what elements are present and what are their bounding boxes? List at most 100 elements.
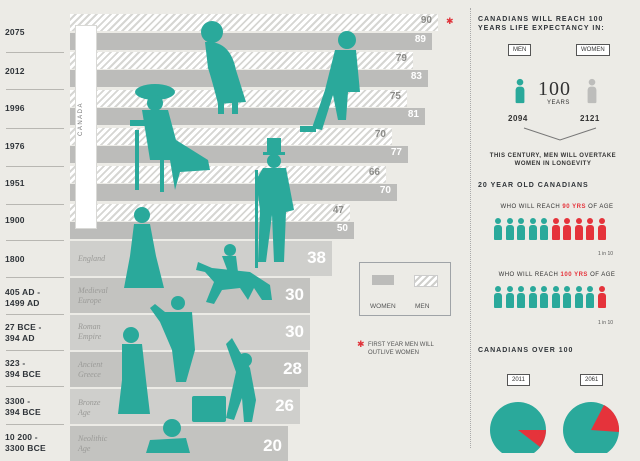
bar-value: 30 [285,322,304,341]
region-label: Neolithic Age [78,434,108,453]
era-label: 1900 [5,215,25,225]
person-icon [517,218,525,240]
legend: WOMEN MEN [359,262,451,316]
regency-woman-silhouette [124,207,164,288]
connector-icon [523,127,597,141]
elderly-man-silhouette [300,31,360,132]
man-icon [515,78,525,104]
bar-value: 38 [307,248,326,267]
person-icon [586,286,594,308]
person-icon [528,218,537,240]
bar-value: 26 [275,396,294,415]
person-icon [551,286,560,308]
era-label: 1976 [5,141,25,151]
bar-men: 90 [70,14,438,31]
bar-value: 30 [285,285,304,304]
era-label: 405 AD - 1499 AD [5,287,41,308]
divider [6,350,64,351]
person-icon [586,218,594,240]
divider [470,8,471,448]
reach-100-label: WHO WILL REACH 100 YRS OF AGE [498,272,616,278]
era-label: 2075 [5,27,25,37]
person-icon [574,218,583,240]
person-icon [528,286,537,308]
bar-value: 90 [420,15,432,26]
divider [6,128,64,129]
person-icon [563,286,571,308]
legend-swatch-women [372,275,394,285]
pie-chart-2011 [490,402,546,453]
legend-swatch-men [414,275,438,287]
region-label: Roman Empire [78,322,102,341]
person-icon [505,218,514,240]
bar-historical: 26 [70,389,300,424]
divider [6,166,64,167]
year-tag: 2011 [507,374,530,386]
bar-value: 77 [390,147,402,158]
reach-90-label: WHO WILL REACH 90 YRS OF AGE [500,204,614,210]
era-label: 10 200 - 3300 BCE [5,432,46,453]
seated-woman-silhouette [130,84,210,192]
bar-men: 66 [70,166,386,183]
bar-value: 28 [283,359,302,378]
bar-value: 79 [395,53,407,64]
asterisk-icon: ✱ [357,339,365,349]
canada-label-box: CANADA [75,25,97,229]
men-tag: MEN [508,44,532,56]
legend-women-label: WOMEN [370,303,396,310]
years-label: YEARS [547,100,570,106]
divider [6,314,64,315]
era-label: 1951 [5,178,25,188]
bar-value: 50 [336,223,348,234]
blacksmith-silhouette [192,338,256,422]
bar-value: 20 [263,436,282,455]
divider [6,424,64,425]
bar-value: 47 [332,205,344,216]
person-icon [597,218,606,240]
era-label: 323 - 394 BCE [5,358,41,379]
ratio-note: 1 in 10 [598,251,614,257]
divider [6,52,64,53]
ratio-note: 1 in 10 [598,320,614,326]
women-tag: WOMEN [576,44,610,56]
person-icon [540,218,548,240]
woman-icon [587,78,597,104]
bar-value: 83 [410,71,422,82]
asterisk-icon: ✱ [446,16,454,26]
section-title: CANADIANS OVER 100 [478,347,574,354]
divider [6,204,64,205]
person-icon [494,286,502,308]
bar-value: 70 [374,129,386,140]
region-label: Ancient Greece [78,360,103,379]
section-title: 20 YEAR OLD CANADIANS [478,182,589,189]
person-icon [563,218,571,240]
era-label: 1996 [5,103,25,113]
greek-woman-silhouette [118,327,150,414]
person-icon [540,286,548,308]
pie-chart-2061 [563,402,620,453]
person-icon [505,286,514,308]
region-label: Medieval Europe [78,286,108,305]
bar-value: 89 [414,34,426,45]
bar-value: 70 [379,185,391,196]
era-label: 27 BCE - 394 AD [5,322,42,343]
year-tag: 2061 [580,374,604,386]
men-year: 2094 [508,114,528,123]
person-icon [551,218,560,240]
divider [6,89,64,90]
bar-women: 70 [70,184,397,201]
legend-men-label: MEN [415,303,430,310]
divider [6,386,64,387]
era-label: 3300 - 394 BCE [5,396,41,417]
bar-value: 75 [389,91,401,102]
hundred-value: 100 [538,78,571,100]
bar-value: 81 [407,109,419,120]
region-label: Bronze Age [78,398,101,417]
bar-men: 79 [70,52,413,69]
divider [6,277,64,278]
person-icon [574,286,583,308]
women-year: 2121 [580,114,600,123]
person-icon [517,286,525,308]
